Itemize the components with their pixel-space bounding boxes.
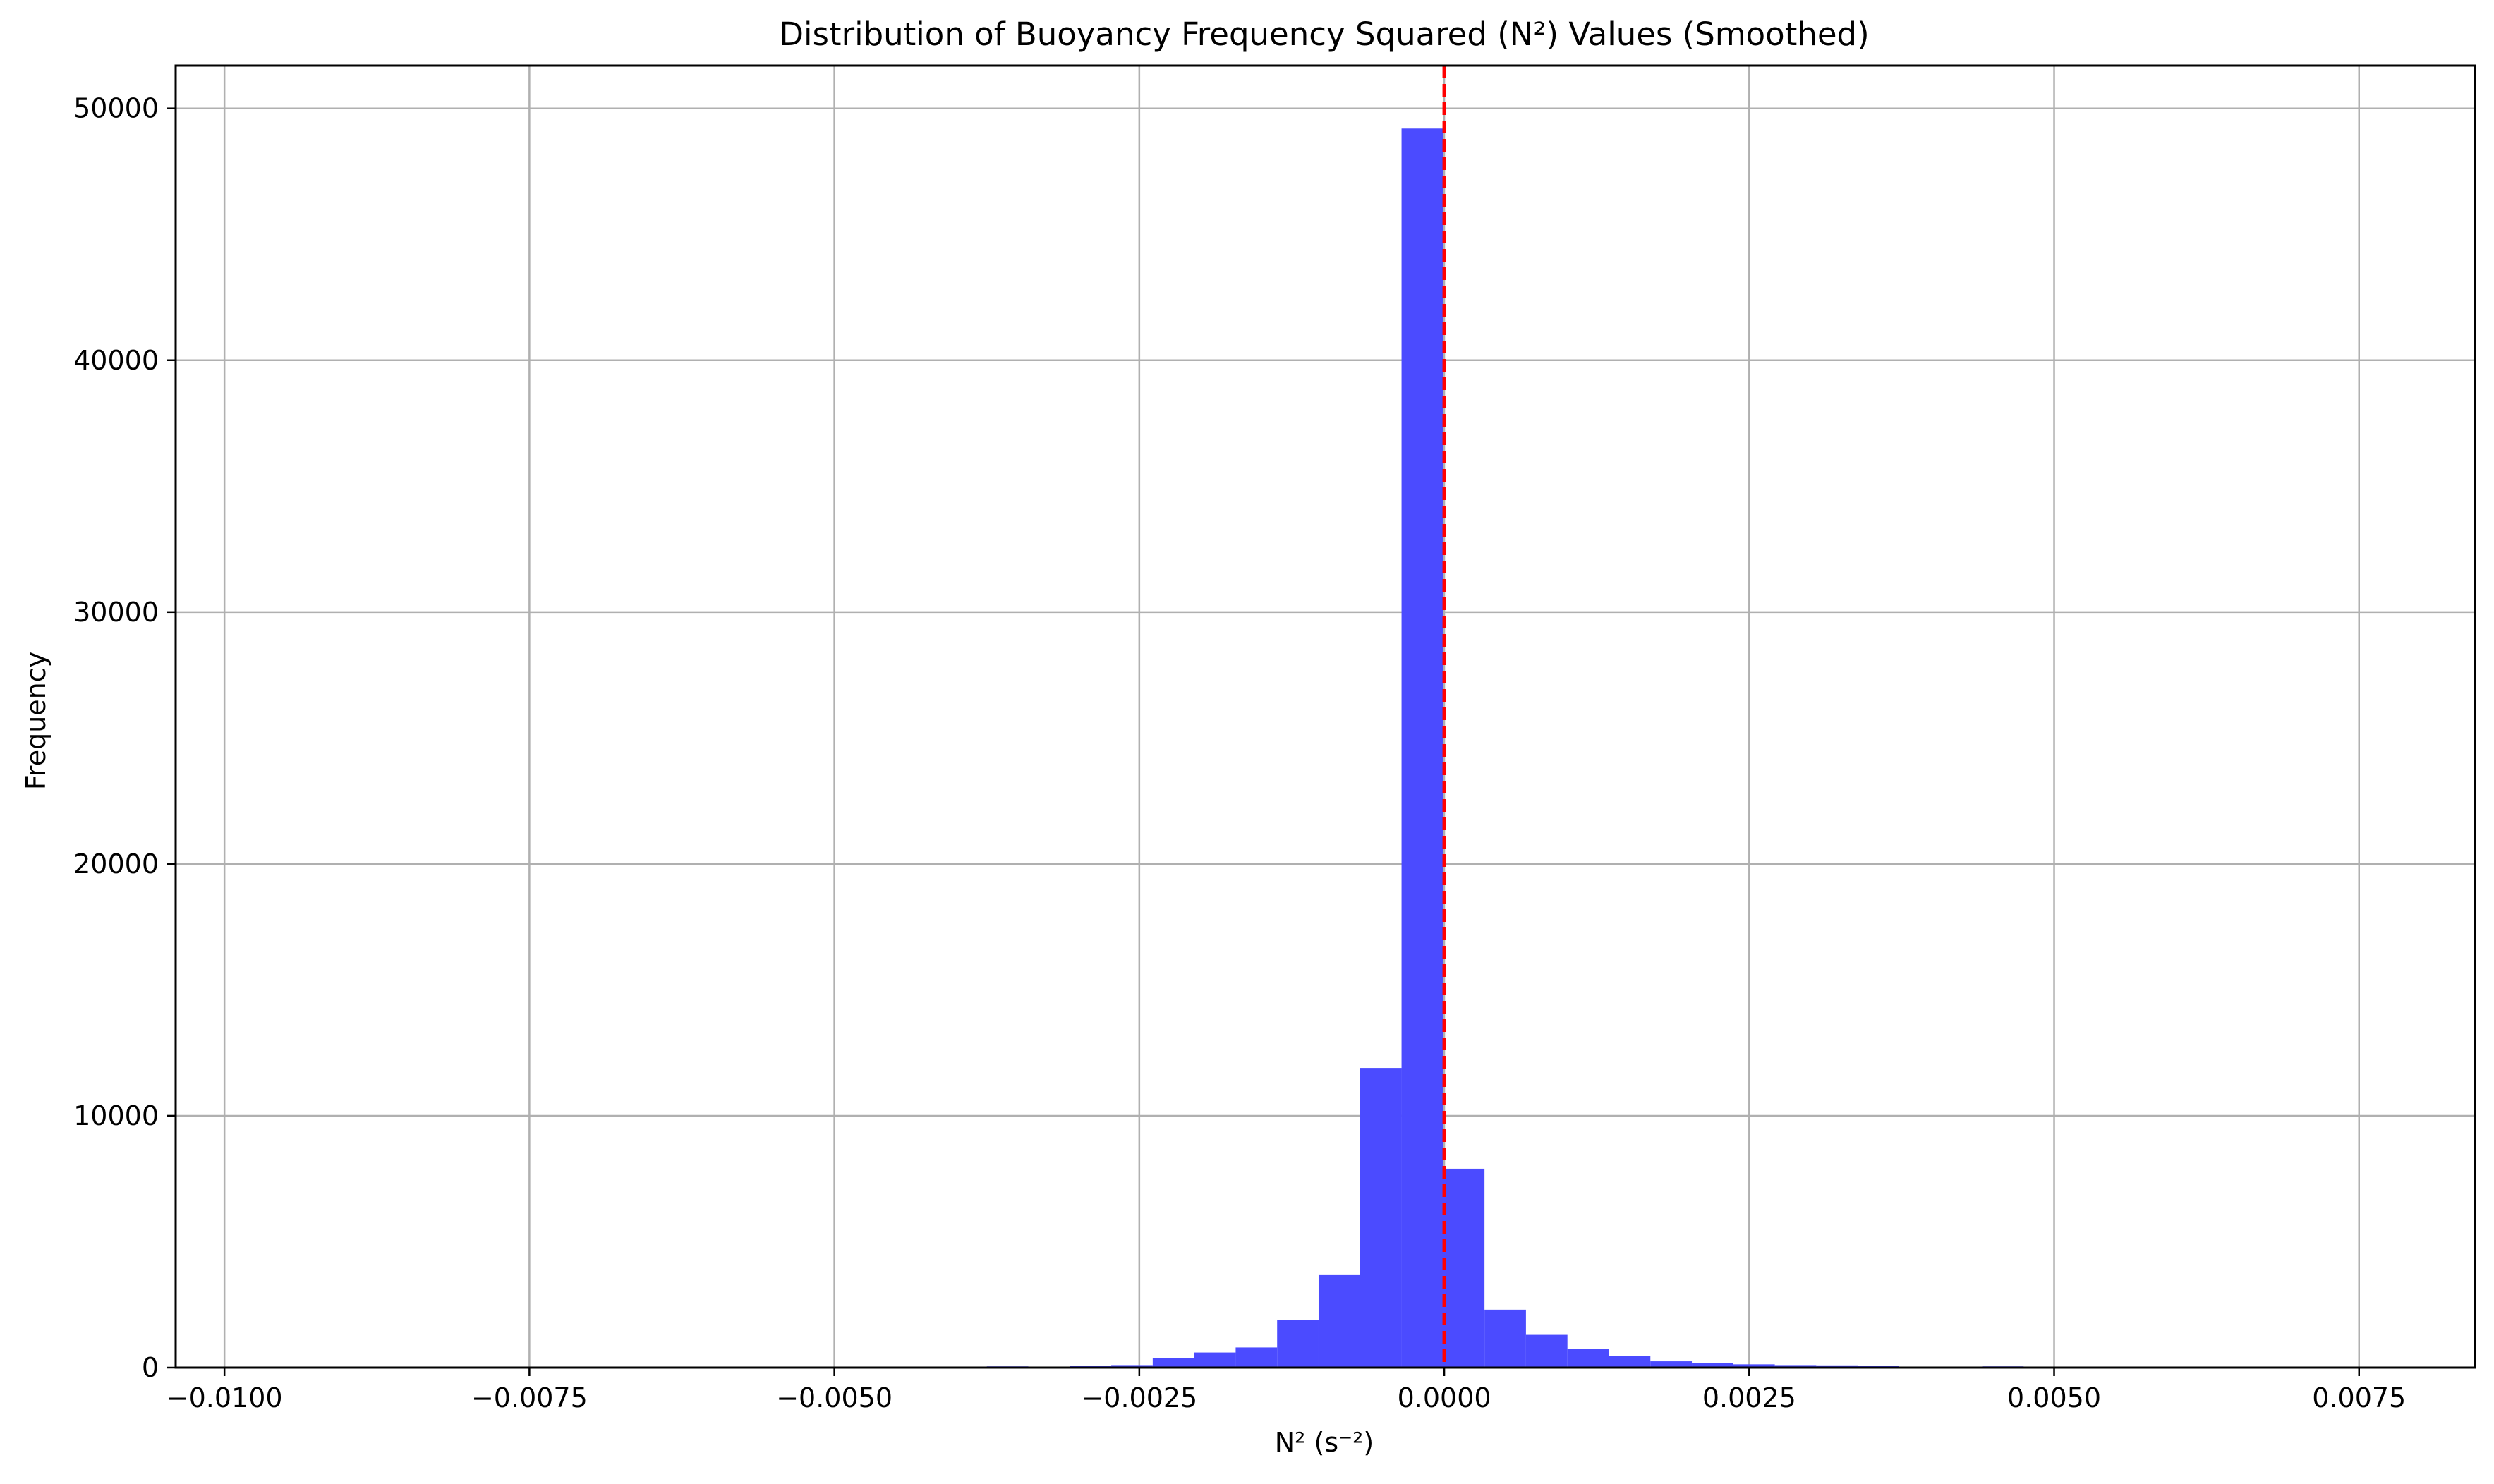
x-tick-label: −0.0025 bbox=[1081, 1382, 1197, 1413]
histogram-bars bbox=[904, 128, 2066, 1368]
histogram-bar bbox=[1692, 1363, 1733, 1368]
histogram-bar bbox=[1567, 1349, 1609, 1368]
histogram-bar bbox=[1235, 1347, 1278, 1368]
y-tick-label: 0 bbox=[142, 1352, 159, 1383]
histogram-bar bbox=[1194, 1352, 1236, 1368]
x-tick-label: 0.0075 bbox=[2312, 1382, 2406, 1413]
histogram-bar bbox=[1816, 1365, 1858, 1368]
histogram-bar bbox=[1443, 1168, 1485, 1368]
y-axis-label: Frequency bbox=[20, 652, 52, 790]
plot-area-frame bbox=[174, 64, 2476, 1369]
x-tick-label: 0.0000 bbox=[1398, 1382, 1491, 1413]
y-tick-label: 50000 bbox=[73, 93, 159, 124]
histogram-bar bbox=[1484, 1309, 1526, 1368]
x-tick-label: −0.0050 bbox=[776, 1382, 892, 1413]
grid-lines bbox=[176, 66, 2475, 1369]
y-tick-label: 30000 bbox=[73, 597, 159, 628]
histogram-bar bbox=[1650, 1361, 1693, 1368]
y-axis-ticks: 0 10000 20000 30000 40000 50000 bbox=[73, 93, 176, 1383]
x-tick-label: 0.0050 bbox=[2007, 1382, 2101, 1413]
histogram-bar bbox=[1733, 1364, 1775, 1368]
y-tick-label: 10000 bbox=[73, 1100, 159, 1131]
histogram-bar bbox=[1401, 128, 1443, 1368]
x-tick-label: −0.0075 bbox=[471, 1382, 588, 1413]
y-tick-label: 20000 bbox=[73, 849, 159, 880]
histogram-bar bbox=[1111, 1365, 1153, 1368]
histogram-bar bbox=[1609, 1356, 1651, 1368]
x-axis-label: N² (s⁻²) bbox=[1275, 1427, 1374, 1458]
chart-title: Distribution of Buoyancy Frequency Squar… bbox=[779, 16, 1869, 53]
histogram-bar bbox=[1774, 1365, 1817, 1368]
histogram-bar bbox=[1277, 1320, 1319, 1368]
x-tick-label: 0.0025 bbox=[1702, 1382, 1796, 1413]
y-tick-label: 40000 bbox=[73, 345, 159, 376]
x-axis-ticks: −0.0100 −0.0075 −0.0050 −0.0025 0.0000 0.0025… bbox=[167, 1368, 2406, 1413]
histogram-bar bbox=[1152, 1358, 1194, 1368]
histogram-bar bbox=[1360, 1068, 1402, 1368]
x-tick-label: −0.0100 bbox=[167, 1382, 283, 1413]
histogram-bar bbox=[1318, 1274, 1360, 1368]
histogram-bar bbox=[1525, 1334, 1568, 1368]
